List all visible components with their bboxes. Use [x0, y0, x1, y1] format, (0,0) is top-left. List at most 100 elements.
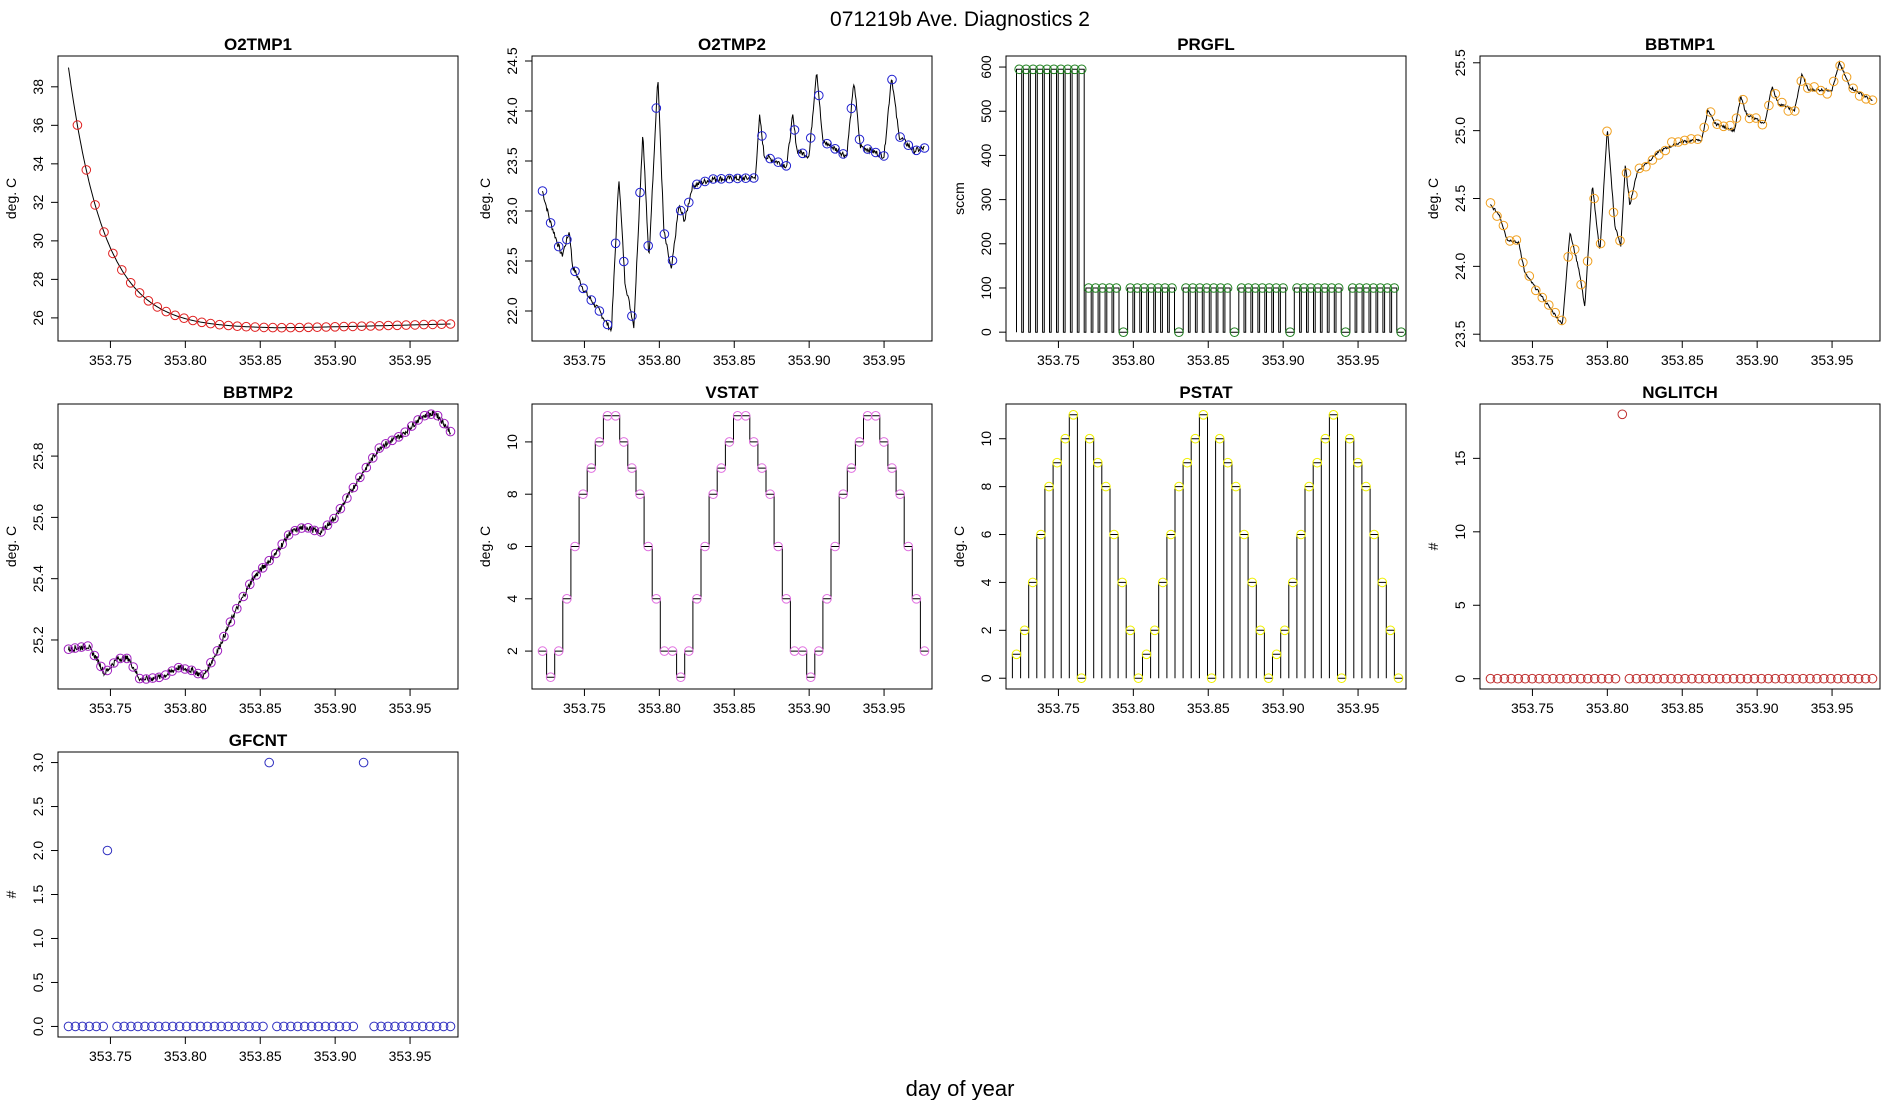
- y-tick-label: 6: [978, 530, 994, 538]
- y-tick-label: 36: [30, 117, 46, 133]
- data-point: [1757, 119, 1768, 130]
- data-point: [292, 1021, 303, 1032]
- data-point: [553, 241, 564, 252]
- data-point: [919, 646, 930, 656]
- panel-ylabel: deg. C: [951, 526, 967, 567]
- x-tick-label: 353.80: [164, 1048, 207, 1064]
- data-point: [81, 165, 92, 175]
- data-point: [700, 541, 710, 552]
- plot-frame: [57, 403, 459, 690]
- data-point: [1660, 145, 1671, 156]
- data-point: [1687, 673, 1697, 684]
- data-point: [179, 313, 189, 324]
- y-tick-label: 6: [504, 542, 520, 550]
- data-point: [1247, 577, 1257, 588]
- data-point: [1694, 673, 1704, 684]
- data-point: [903, 140, 914, 150]
- data-point: [230, 1021, 240, 1032]
- data-point: [283, 530, 294, 540]
- data-layer: [1014, 64, 1406, 338]
- data-point: [789, 125, 800, 135]
- data-point: [594, 306, 605, 316]
- data-point: [757, 131, 767, 141]
- series-line: [542, 73, 925, 333]
- data-point: [264, 555, 275, 566]
- data-point: [117, 265, 127, 275]
- data-point: [1624, 673, 1635, 684]
- x-tick-label: 353.85: [239, 352, 282, 368]
- y-tick-label: 25.0: [1452, 117, 1468, 144]
- y-tick-label: 400: [978, 144, 994, 168]
- data-point: [98, 1021, 108, 1032]
- x-tick-label: 353.95: [1337, 352, 1380, 368]
- data-point: [320, 1021, 331, 1032]
- data-point: [128, 662, 138, 672]
- data-point: [1548, 673, 1558, 684]
- data-point: [147, 1021, 157, 1032]
- data-point: [1679, 135, 1690, 146]
- x-tick-label: 353.75: [563, 700, 606, 716]
- data-point: [400, 427, 411, 438]
- data-point: [1569, 244, 1580, 255]
- y-tick-label: 8: [978, 483, 994, 491]
- panel-o2tmp2: O2TMP2 deg. C 353.75 353.80 353.85 353.90 353.…: [477, 35, 933, 368]
- panel-prgfl: PRGFL sccm 353.75 353.80 353.85 353.90 353.95 0…: [951, 35, 1407, 368]
- y-tick-label: 25.2: [30, 626, 46, 653]
- data-point: [1328, 410, 1339, 420]
- data-point: [1492, 673, 1503, 684]
- data-point: [667, 646, 678, 656]
- data-point: [1563, 251, 1573, 262]
- data-point: [134, 673, 145, 684]
- data-point: [610, 411, 621, 421]
- panel-o2tmp1: O2TMP1 deg. C 353.75 353.80 353.85 353.90 353.…: [3, 35, 459, 368]
- data-point: [1589, 193, 1599, 204]
- y-tick-label: 4: [978, 578, 994, 586]
- data-point: [1149, 625, 1160, 636]
- y-tick-label: 300: [978, 188, 994, 212]
- x-tick-label: 353.80: [164, 352, 207, 368]
- data-point: [1198, 410, 1209, 420]
- data-point: [238, 591, 249, 602]
- data-point: [862, 144, 873, 154]
- data-point: [1833, 673, 1843, 684]
- data-point: [781, 594, 792, 604]
- data-point: [1708, 673, 1718, 684]
- data-point: [76, 642, 87, 652]
- data-point: [1347, 283, 1358, 293]
- data-point: [781, 161, 792, 171]
- data-point: [1621, 168, 1632, 178]
- data-point: [1805, 673, 1815, 684]
- data-point: [313, 1021, 324, 1032]
- y-tick-label: 10: [978, 431, 994, 447]
- panel-title: O2TMP2: [698, 35, 766, 54]
- data-point: [1049, 64, 1059, 75]
- x-tick-label: 353.95: [1337, 700, 1380, 716]
- data-point: [272, 1021, 282, 1032]
- data-point: [1731, 113, 1742, 123]
- data-point: [586, 463, 597, 473]
- data-point: [684, 646, 694, 656]
- data-point: [1353, 457, 1363, 468]
- data-point: [1686, 134, 1696, 144]
- data-point: [1304, 481, 1314, 492]
- y-tick-label: 2: [504, 647, 520, 655]
- data-point: [1841, 72, 1852, 82]
- data-point: [1534, 673, 1544, 684]
- data-point: [397, 1021, 407, 1032]
- y-tick-label: 8: [504, 490, 520, 498]
- data-point: [1231, 481, 1241, 492]
- data-point: [195, 1021, 206, 1032]
- data-point: [1340, 327, 1351, 338]
- data-point: [147, 673, 158, 683]
- data-point: [1336, 673, 1347, 684]
- data-point: [1784, 673, 1794, 684]
- data-layer: [63, 757, 456, 1032]
- data-point: [237, 1021, 247, 1032]
- data-point: [1288, 577, 1298, 588]
- x-tick-label: 353.90: [1262, 700, 1305, 716]
- data-point: [627, 311, 637, 321]
- y-tick-label: 25.5: [1452, 49, 1468, 76]
- x-tick-label: 353.85: [1661, 700, 1704, 716]
- data-point: [1264, 283, 1274, 293]
- data-point: [152, 302, 163, 312]
